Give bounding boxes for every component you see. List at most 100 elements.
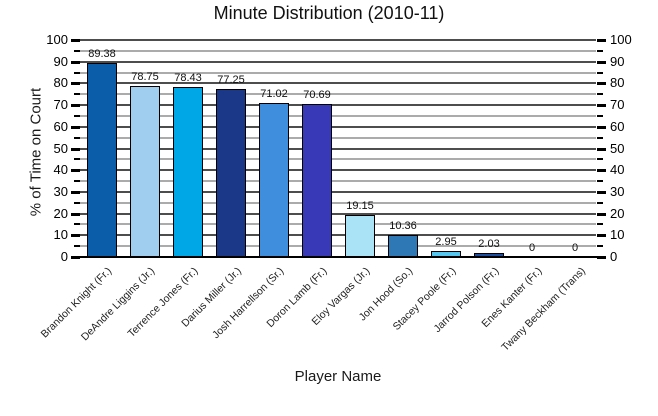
y-minor-tick-left [74, 245, 80, 248]
y-major-tick-left [71, 125, 80, 129]
bar [388, 235, 418, 257]
y-major-tick-left [71, 60, 80, 64]
y-major-tick-left [71, 212, 80, 216]
y-tick-label-left: 50 [53, 140, 68, 156]
bar-value-label: 2.95 [435, 236, 457, 248]
y-minor-tick-right [597, 71, 603, 74]
y-tick-label-left: 40 [53, 162, 68, 178]
bar [345, 215, 375, 257]
minor-gridline [80, 245, 596, 248]
y-tick-label-left: 20 [53, 205, 68, 221]
y-tick-label-left: 70 [53, 97, 68, 113]
bar-value-label: 19.15 [346, 200, 374, 212]
x-tick-label: Brandon Knight (Fr.) [39, 265, 115, 341]
bar [259, 103, 289, 257]
y-major-tick-left [71, 82, 80, 86]
y-tick-label-right: 40 [610, 162, 625, 178]
y-major-tick-left [71, 234, 80, 238]
y-tick-label-left: 80 [53, 75, 68, 91]
x-tick-label: Josh Harrellson (Sr.) [210, 265, 287, 342]
minor-gridline [80, 114, 596, 117]
y-major-tick-left [71, 104, 80, 108]
bar [130, 86, 160, 257]
major-gridline [80, 104, 596, 107]
bar-value-label: 2.03 [478, 238, 500, 250]
y-tick-label-right: 100 [610, 32, 632, 47]
y-major-tick-right [597, 212, 606, 216]
y-tick-label-right: 30 [610, 183, 625, 199]
y-major-tick-right [597, 147, 606, 151]
y-tick-label-right: 20 [610, 205, 625, 221]
y-major-tick-right [597, 190, 606, 194]
bar [474, 253, 504, 257]
y-minor-tick-right [597, 201, 603, 204]
major-gridline [80, 60, 596, 63]
major-gridline [80, 147, 596, 150]
bar-value-label: 78.75 [131, 71, 159, 83]
y-major-tick-right [597, 256, 606, 259]
major-gridline [80, 82, 596, 85]
major-gridline [80, 190, 596, 193]
minor-gridline [80, 49, 596, 52]
minor-gridline [80, 136, 596, 139]
y-major-tick-right [597, 82, 606, 86]
y-major-tick-right [597, 234, 606, 238]
bar [216, 89, 246, 257]
y-minor-tick-right [597, 136, 603, 139]
y-major-tick-right [597, 125, 606, 129]
y-tick-label-left: 10 [53, 227, 68, 243]
x-tick-label: DeAndre Liggins (Jr.) [79, 265, 158, 344]
y-major-tick-left [71, 147, 80, 151]
y-tick-label-right: 90 [610, 53, 625, 69]
y-minor-tick-left [74, 223, 80, 226]
major-gridline [80, 125, 596, 128]
x-tick-label: Twany Beckham (Trans) [498, 265, 588, 354]
major-gridline [80, 212, 596, 215]
y-major-tick-left [71, 256, 80, 259]
bar [302, 104, 332, 257]
y-minor-tick-left [74, 114, 80, 117]
y-minor-tick-right [597, 180, 603, 183]
y-minor-tick-left [74, 49, 80, 52]
minor-gridline [80, 201, 596, 204]
bar-value-label: 0 [528, 242, 536, 254]
y-major-tick-left [71, 39, 80, 42]
y-major-tick-right [597, 39, 606, 42]
y-minor-tick-left [74, 136, 80, 139]
y-minor-tick-left [74, 201, 80, 204]
y-major-tick-right [597, 104, 606, 108]
y-tick-label-right: 10 [610, 227, 625, 243]
y-tick-label-left: 100 [46, 32, 68, 47]
y-tick-label-left: 90 [53, 53, 68, 69]
bar [173, 87, 203, 257]
bar-value-label: 71.02 [260, 88, 288, 100]
major-gridline [80, 169, 596, 172]
chart-title: Minute Distribution (2010-11) [213, 3, 445, 23]
y-minor-tick-left [74, 71, 80, 74]
y-minor-tick-right [597, 223, 603, 226]
y-tick-label-right: 60 [610, 118, 625, 134]
major-gridline [80, 234, 596, 237]
minor-gridline [80, 180, 596, 183]
minor-gridline [80, 93, 596, 96]
bar-value-label: 0 [571, 242, 579, 254]
x-axis-line [76, 256, 600, 258]
y-major-tick-left [71, 169, 80, 173]
minor-gridline [80, 71, 596, 74]
bar-value-label: 78.43 [174, 72, 202, 84]
y-major-tick-right [597, 169, 606, 173]
bar-value-label: 77.25 [217, 74, 245, 86]
y-tick-label-left: 30 [53, 183, 68, 199]
y-tick-label-right: 0 [610, 249, 618, 264]
y-tick-label-left: 60 [53, 118, 68, 134]
y-minor-tick-left [74, 158, 80, 161]
x-axis-title: Player Name [294, 368, 382, 385]
y-tick-label-left: 0 [60, 249, 68, 264]
y-tick-label-right: 70 [610, 97, 625, 113]
y-tick-label-right: 80 [610, 75, 625, 91]
y-minor-tick-right [597, 49, 603, 52]
y-minor-tick-right [597, 158, 603, 161]
major-gridline [80, 39, 596, 41]
bar-value-label: 89.38 [88, 48, 116, 60]
